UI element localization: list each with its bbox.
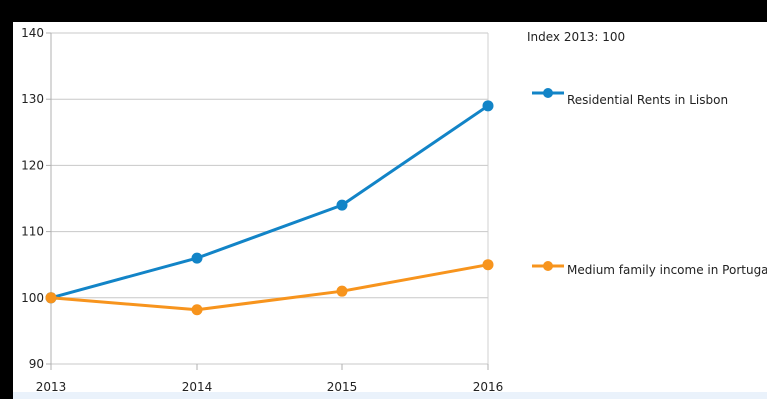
data-point-s0-2015 xyxy=(336,199,348,211)
y-tick-label-140: 140 xyxy=(21,26,44,40)
gridlines xyxy=(46,32,489,370)
series-points xyxy=(45,100,494,316)
series-line-1 xyxy=(50,263,489,312)
series-lines xyxy=(50,104,489,312)
legend-item-income: Medium family income in Portugal xyxy=(532,261,767,277)
chart-panel xyxy=(13,22,767,399)
legend-item-rents: Residential Rents in Lisbon xyxy=(532,88,728,107)
x-tick-label-2014: 2014 xyxy=(182,380,213,394)
bottom-strip xyxy=(13,392,767,399)
y-tick-labels: 90 100 110 120 130 140 xyxy=(21,26,44,371)
data-point-s1-2013 xyxy=(45,292,57,304)
y-tick-label-100: 100 xyxy=(21,291,44,305)
data-point-s0-2014 xyxy=(191,252,203,264)
data-point-s1-2016 xyxy=(482,259,494,271)
y-tick-label-90: 90 xyxy=(29,357,44,371)
legend: Residential Rents in Lisbon Medium famil… xyxy=(532,88,767,277)
x-tick-label-2015: 2015 xyxy=(327,380,358,394)
legend-label-income: Medium family income in Portugal xyxy=(567,263,767,277)
legend-marker-rents xyxy=(543,88,553,98)
series-line-0 xyxy=(50,104,489,300)
x-tick-labels: 2013 2014 2015 2016 xyxy=(36,380,504,394)
x-tick-label-2013: 2013 xyxy=(36,380,67,394)
data-point-s1-2015 xyxy=(336,285,348,297)
index-note: Index 2013: 100 xyxy=(527,30,625,44)
y-tick-label-130: 130 xyxy=(21,92,44,106)
legend-label-rents: Residential Rents in Lisbon xyxy=(567,93,728,107)
data-point-s0-2016 xyxy=(482,100,494,112)
data-point-s1-2014 xyxy=(191,304,203,316)
x-tick-label-2016: 2016 xyxy=(473,380,504,394)
axes xyxy=(50,33,489,364)
legend-marker-income xyxy=(543,261,553,271)
y-tick-label-120: 120 xyxy=(21,158,44,172)
y-tick-label-110: 110 xyxy=(21,225,44,239)
